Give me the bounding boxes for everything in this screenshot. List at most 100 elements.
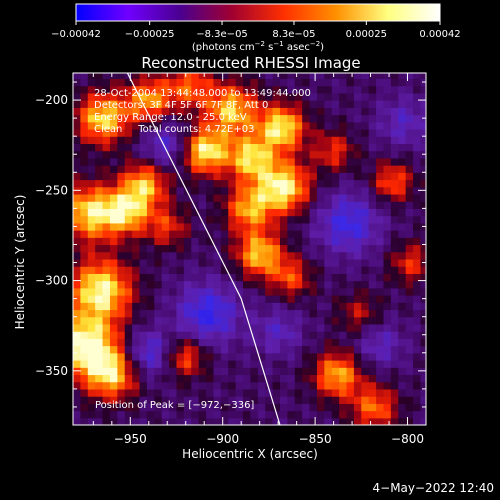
heatmap-cell (324, 345, 333, 354)
heatmap-cell (169, 345, 178, 354)
heatmap-cell (294, 186, 303, 195)
heatmap-cell (213, 107, 222, 116)
heatmap-cell (420, 172, 426, 181)
heatmap-cell (346, 179, 355, 188)
heatmap-cell (302, 107, 311, 116)
heatmap-cell (102, 179, 111, 188)
heatmap-cell (346, 367, 355, 376)
heatmap-cell (87, 287, 96, 296)
heatmap-cell (294, 208, 303, 217)
heatmap-cell (154, 360, 163, 368)
heatmap-cell (191, 107, 200, 116)
heatmap-cell (102, 114, 111, 123)
heatmap-cell (228, 128, 237, 137)
heatmap-cell (257, 287, 266, 296)
heatmap-cell (139, 73, 148, 80)
heatmap-cell (316, 121, 325, 130)
heatmap-cell (346, 410, 355, 419)
heatmap-cell (154, 280, 163, 289)
heatmap-cell (309, 121, 318, 130)
heatmap-cell (376, 143, 385, 152)
heatmap-cell (339, 157, 348, 166)
heatmap-cell (331, 345, 340, 354)
heatmap-cell (220, 345, 229, 354)
heatmap-cell (109, 266, 118, 274)
heatmap-cell (398, 193, 407, 202)
heatmap-cell (361, 287, 370, 296)
heatmap-cell (390, 410, 399, 419)
heatmap-cell (169, 172, 178, 181)
heatmap-cell (250, 302, 259, 311)
heatmap-cell (213, 143, 222, 152)
heatmap-cell (124, 388, 133, 397)
heatmap-cell (183, 230, 192, 238)
heatmap-cell (279, 295, 288, 303)
heatmap-cell (368, 78, 377, 87)
heatmap-cell (331, 78, 340, 87)
heatmap-cell (117, 367, 126, 376)
heatmap-cell (146, 100, 155, 108)
heatmap-cell (272, 215, 281, 224)
heatmap-cell (309, 410, 318, 419)
heatmap-cell (235, 150, 244, 159)
heatmap-cell (346, 287, 355, 296)
heatmap-cell (361, 331, 370, 339)
heatmap-cell (361, 273, 370, 282)
heatmap-cell (287, 287, 296, 296)
heatmap-cell (405, 92, 414, 101)
heatmap-cell (257, 403, 266, 412)
heatmap-cell (176, 302, 185, 311)
heatmap-cell (353, 114, 362, 123)
heatmap-cell (361, 396, 370, 404)
heatmap-cell (279, 121, 288, 130)
heatmap-cell (265, 237, 274, 246)
heatmap-cell (80, 121, 89, 130)
heatmap-cell (154, 316, 163, 325)
heatmap-cell (376, 316, 385, 325)
heatmap-cell (169, 136, 178, 144)
heatmap-cell (272, 295, 281, 303)
heatmap-cell (124, 403, 133, 412)
heatmap-cell (309, 157, 318, 166)
heatmap-cell (309, 215, 318, 224)
heatmap-cell (213, 172, 222, 181)
heatmap-cell (265, 244, 274, 253)
heatmap-cell (228, 251, 237, 260)
heatmap-cell (316, 280, 325, 289)
heatmap-cell (383, 410, 392, 419)
heatmap-cell (309, 417, 318, 425)
heatmap-cell (117, 396, 126, 404)
heatmap-cell (198, 165, 207, 173)
heatmap-cell (279, 107, 288, 116)
heatmap-cell (206, 251, 215, 260)
heatmap-cell (279, 251, 288, 260)
heatmap-cell (272, 388, 281, 397)
heatmap-cell (87, 381, 96, 390)
heatmap-cell (287, 128, 296, 137)
heatmap-cell (361, 150, 370, 159)
heatmap-cell (390, 179, 399, 188)
heatmap-cell (272, 251, 281, 260)
heatmap-cell (361, 345, 370, 354)
heatmap-cell (368, 193, 377, 202)
heatmap-cell (257, 165, 266, 173)
heatmap-cell (198, 215, 207, 224)
heatmap-cell (324, 352, 333, 361)
heatmap-cell (191, 367, 200, 376)
heatmap-cell (309, 287, 318, 296)
heatmap-cell (132, 396, 141, 404)
heatmap-cell (287, 208, 296, 217)
heatmap-cell (331, 251, 340, 260)
heatmap-cell (154, 258, 163, 267)
heatmap-cell (183, 244, 192, 253)
heatmap-cell (383, 165, 392, 173)
heatmap-cell (87, 331, 96, 339)
heatmap-cell (243, 201, 252, 209)
annotation-peak: Position of Peak = [−972,−336] (95, 400, 254, 411)
heatmap-cell (257, 230, 266, 238)
heatmap-cell (420, 92, 426, 101)
heatmap-cell (109, 381, 118, 390)
heatmap-cell (183, 128, 192, 137)
heatmap-cell (132, 338, 141, 347)
heatmap-cell (109, 251, 118, 260)
